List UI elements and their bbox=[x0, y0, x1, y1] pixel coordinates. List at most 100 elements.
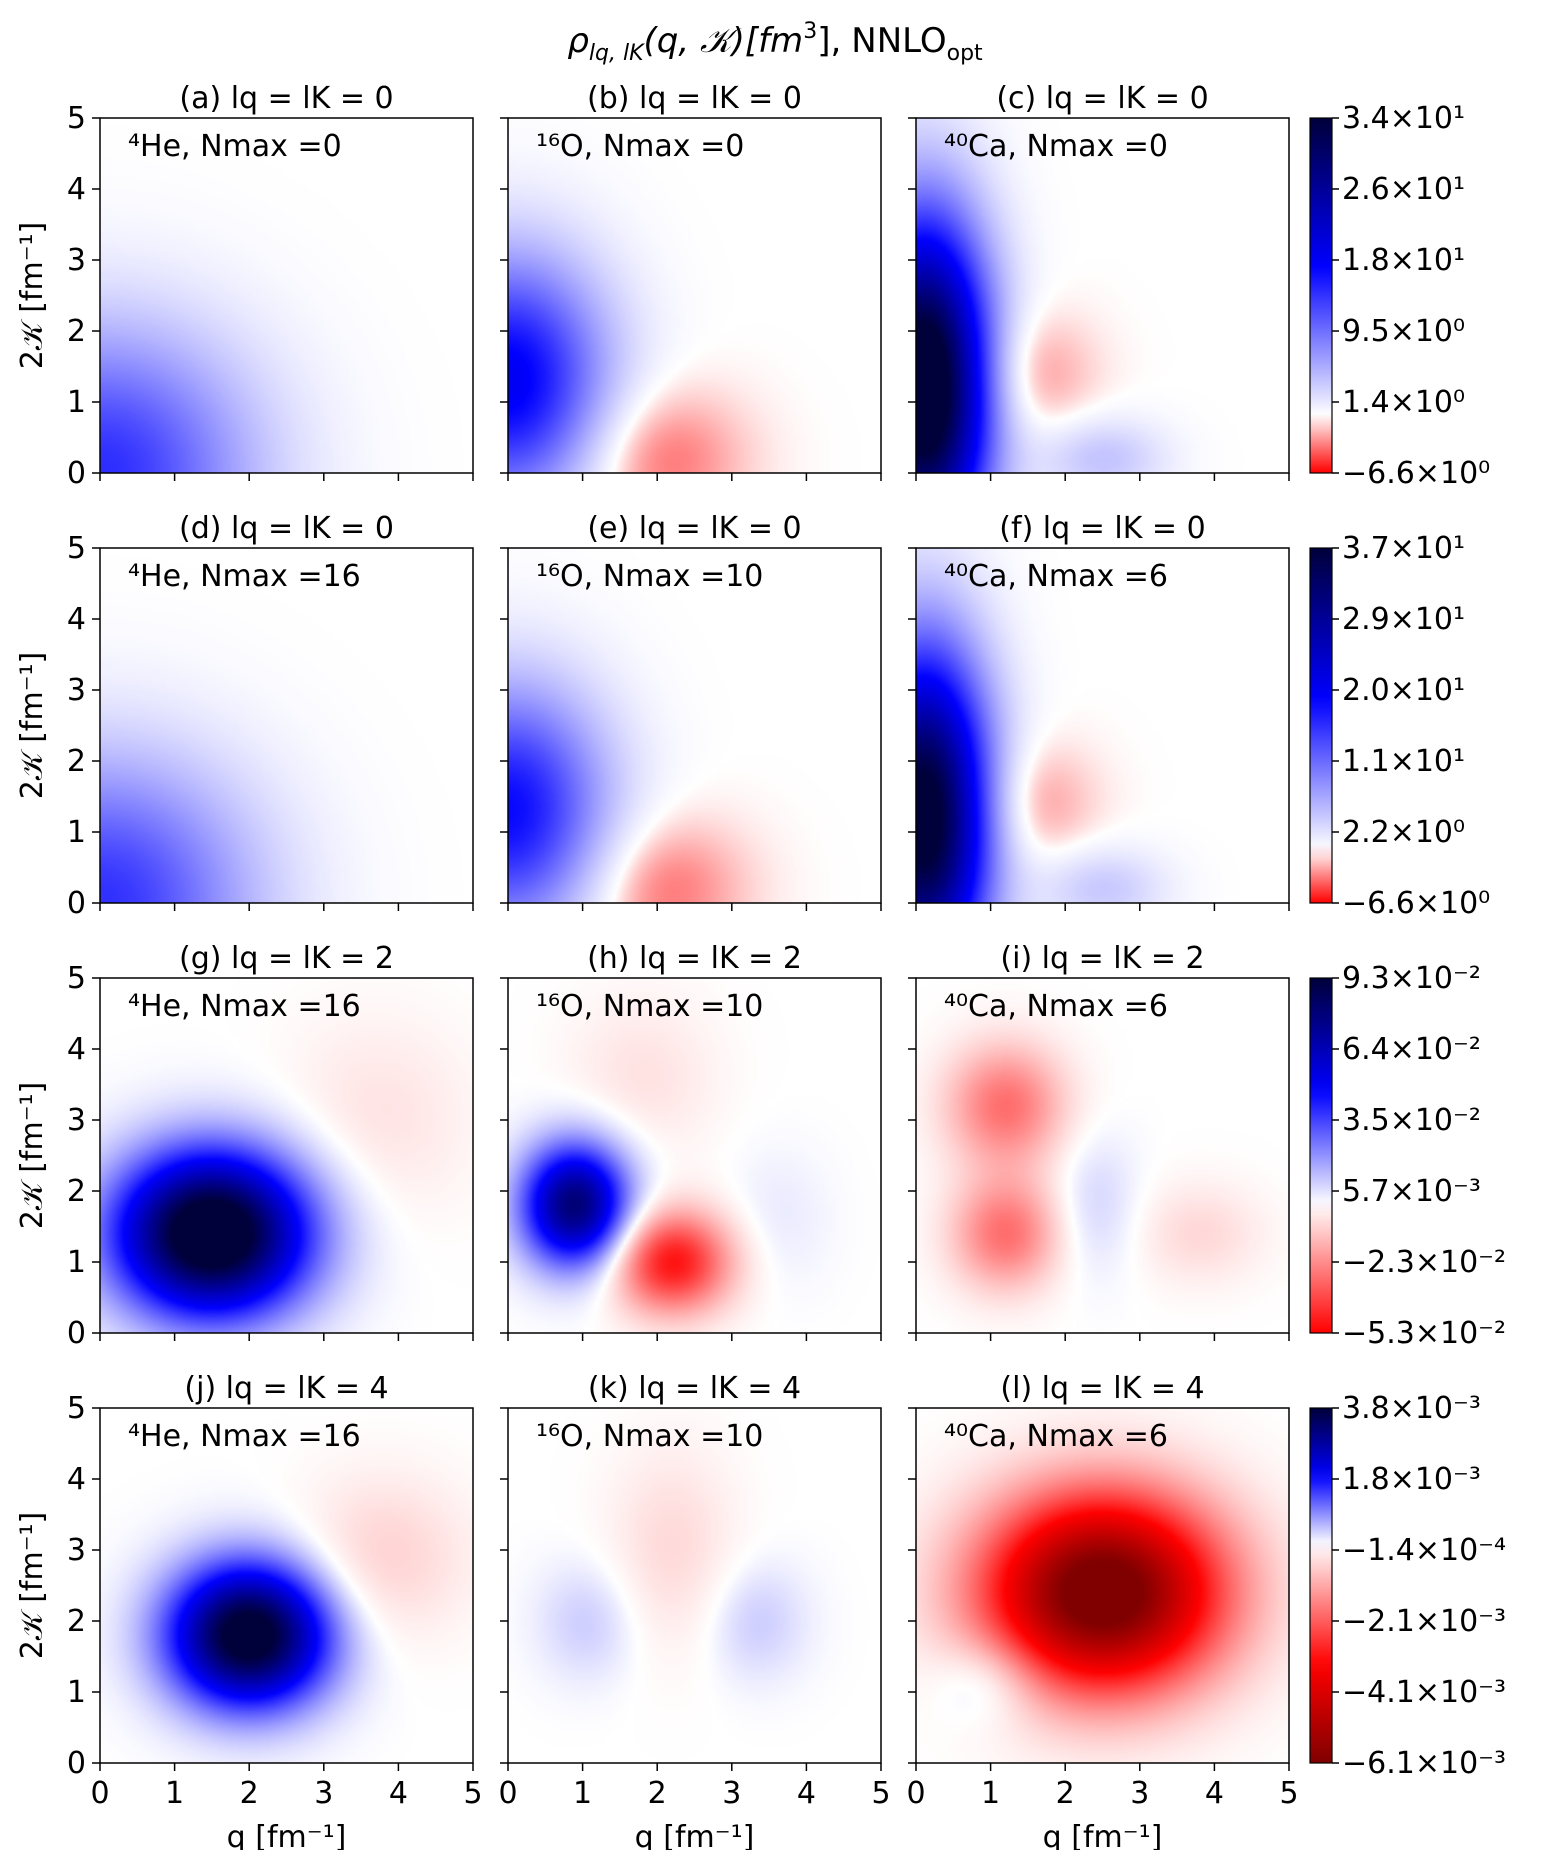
x-tick-label: 3 bbox=[1130, 1776, 1149, 1811]
title-nnlo: NNLO bbox=[851, 21, 946, 61]
y-tick-label: 4 bbox=[67, 602, 86, 637]
heatmap-image bbox=[916, 1408, 1289, 1763]
panel-frame bbox=[99, 1407, 474, 1764]
x-tick-label: 3 bbox=[722, 1776, 741, 1811]
x-tick-label: 1 bbox=[981, 1776, 1000, 1811]
colorbar-tick-label: 2.9×10¹ bbox=[1342, 602, 1465, 637]
panel-title: (k) lq = lK = 4 bbox=[588, 1371, 801, 1406]
y-axis-label: 2𝒦 [fm⁻¹] bbox=[15, 222, 50, 370]
panel-frame bbox=[915, 117, 1290, 474]
panel-e: (e) lq = lK = 0 ¹⁶O, Nmax =10 bbox=[500, 511, 882, 911]
panel-annotation: ⁴⁰Ca, Nmax =6 bbox=[944, 1419, 1168, 1454]
title-rho-sub: lq, lK bbox=[589, 41, 645, 66]
y-tick-label: 3 bbox=[67, 673, 86, 708]
heatmap-image bbox=[508, 548, 881, 903]
panel-annotation: ¹⁶O, Nmax =0 bbox=[536, 129, 744, 164]
panel-title: (f) lq = lK = 0 bbox=[999, 511, 1205, 546]
colorbar bbox=[1309, 547, 1333, 904]
panel-k: 0 1 2 3 4 5 (k) lq = lK = 4 ¹⁶O, Nmax =10 bbox=[498, 1371, 890, 1811]
panel-title: (d) lq = lK = 0 bbox=[179, 511, 394, 546]
colorbar-tick-label: 9.3×10⁻² bbox=[1342, 961, 1481, 996]
panel-a: 0 1 2 3 4 5 (a) lq = lK = 0 ⁴He, Nmax =0 bbox=[67, 81, 474, 491]
y-axis-label: 2𝒦 [fm⁻¹] bbox=[15, 1512, 50, 1660]
y-tick-label: 2 bbox=[67, 1604, 86, 1639]
x-axis-label: q [fm⁻¹] bbox=[635, 1820, 755, 1850]
x-tick-label: 4 bbox=[797, 1776, 816, 1811]
heatmap-image bbox=[916, 978, 1289, 1333]
y-axis-label: 2𝒦 [fm⁻¹] bbox=[15, 1082, 50, 1230]
panel-frame bbox=[507, 117, 882, 474]
colorbar-tick-label: 3.7×10¹ bbox=[1342, 531, 1465, 566]
colorbar-row-1: 3.4×10¹ 2.6×10¹ 1.8×10¹ 9.5×10⁰ 1.4×10⁰ −6.6×… bbox=[1309, 101, 1490, 491]
x-axis-label: q [fm⁻¹] bbox=[1043, 1820, 1163, 1850]
colorbar-tick-label: −6.6×10⁰ bbox=[1342, 456, 1490, 491]
panel-annotation: ⁴He, Nmax =16 bbox=[128, 1419, 361, 1454]
x-tick-label: 0 bbox=[498, 1776, 517, 1811]
panel-frame bbox=[99, 117, 474, 474]
panel-annotation: ¹⁶O, Nmax =10 bbox=[536, 989, 763, 1024]
x-tick-label: 2 bbox=[1056, 1776, 1075, 1811]
heatmap-image bbox=[100, 1408, 473, 1763]
colorbar-row-4: 3.8×10⁻³ 1.8×10⁻³ −1.4×10⁻⁴ −2.1×10⁻³ −4.1×1… bbox=[1309, 1391, 1506, 1781]
colorbar-tick-label: 2.6×10¹ bbox=[1342, 172, 1465, 207]
colorbar-tick-label: 2.0×10¹ bbox=[1342, 673, 1465, 708]
colorbar bbox=[1309, 1407, 1333, 1764]
y-tick-label: 5 bbox=[67, 961, 86, 996]
x-tick-label: 5 bbox=[871, 1776, 890, 1811]
title-sup: 3 bbox=[803, 19, 817, 44]
panel-frame bbox=[915, 1407, 1290, 1764]
colorbar-tick-label: 1.8×10¹ bbox=[1342, 243, 1465, 278]
panel-title: (l) lq = lK = 4 bbox=[1000, 1371, 1204, 1406]
x-tick-label: 1 bbox=[165, 1776, 184, 1811]
panel-f: (f) lq = lK = 0 ⁴⁰Ca, Nmax =6 bbox=[908, 511, 1290, 911]
colorbar-tick-label: 1.1×10¹ bbox=[1342, 744, 1465, 779]
x-tick-label: 4 bbox=[1205, 1776, 1224, 1811]
axis-label-group: 2𝒦 [fm⁻¹] 2𝒦 [fm⁻¹] 2𝒦 [fm⁻¹] 2𝒦 [fm⁻¹] q [f… bbox=[15, 222, 1163, 1855]
colorbar-tick-label: 2.2×10⁰ bbox=[1342, 815, 1465, 850]
y-tick-label: 1 bbox=[67, 1245, 86, 1280]
colorbar-tick-label: 5.7×10⁻³ bbox=[1342, 1174, 1481, 1209]
colorbar-tick-label: −5.3×10⁻² bbox=[1342, 1316, 1506, 1351]
panel-title: (h) lq = lK = 2 bbox=[587, 941, 802, 976]
panel-annotation: ⁴He, Nmax =16 bbox=[128, 989, 361, 1024]
title-close: ], bbox=[817, 21, 841, 61]
panel-grid: 0 1 2 3 4 5 (a) lq = lK = 0 ⁴He, Nmax =0 (b) lq … bbox=[67, 81, 1299, 1811]
colorbar-tick-label: 3.5×10⁻² bbox=[1342, 1103, 1481, 1138]
colorbar bbox=[1309, 117, 1333, 474]
colorbar-tick-label: 1.8×10⁻³ bbox=[1342, 1462, 1481, 1497]
y-tick-label: 4 bbox=[67, 172, 86, 207]
heatmap-image bbox=[100, 548, 473, 903]
colorbar-group: 3.4×10¹ 2.6×10¹ 1.8×10¹ 9.5×10⁰ 1.4×10⁰ −6.6×… bbox=[1309, 101, 1506, 1781]
x-axis-label: q [fm⁻¹] bbox=[227, 1820, 347, 1850]
panel-title: (a) lq = lK = 0 bbox=[179, 81, 393, 116]
y-tick-label: 2 bbox=[67, 314, 86, 349]
panel-i: (i) lq = lK = 2 ⁴⁰Ca, Nmax =6 bbox=[908, 941, 1290, 1341]
y-tick-label: 4 bbox=[67, 1462, 86, 1497]
panel-b: (b) lq = lK = 0 ¹⁶O, Nmax =0 bbox=[500, 81, 882, 481]
y-tick-label: 3 bbox=[67, 243, 86, 278]
heatmap-image bbox=[100, 118, 473, 473]
y-tick-label: 1 bbox=[67, 385, 86, 420]
panel-frame bbox=[507, 547, 882, 904]
x-tick-label: 5 bbox=[463, 1776, 482, 1811]
panel-frame bbox=[99, 977, 474, 1334]
panel-title: (j) lq = lK = 4 bbox=[184, 1371, 388, 1406]
heatmap-image bbox=[508, 118, 881, 473]
panel-c: (c) lq = lK = 0 ⁴⁰Ca, Nmax =0 bbox=[908, 81, 1290, 481]
panel-d: 0 1 2 3 4 5 (d) lq = lK = 0 ⁴He, Nmax =16 bbox=[67, 511, 474, 921]
x-tick-label: 0 bbox=[906, 1776, 925, 1811]
panel-frame bbox=[99, 547, 474, 904]
panel-title: (e) lq = lK = 0 bbox=[587, 511, 801, 546]
y-axis-label: 2𝒦 [fm⁻¹] bbox=[15, 652, 50, 800]
y-tick-label: 0 bbox=[67, 1316, 86, 1351]
x-tick-label: 2 bbox=[648, 1776, 667, 1811]
colorbar-tick-label: −6.1×10⁻³ bbox=[1342, 1746, 1506, 1781]
colorbar-tick-label: −2.1×10⁻³ bbox=[1342, 1604, 1506, 1639]
y-tick-label: 2 bbox=[67, 744, 86, 779]
heatmap-image bbox=[508, 978, 881, 1333]
y-tick-label: 0 bbox=[67, 1746, 86, 1781]
panel-g: 0 1 2 3 4 5 (g) lq = lK = 2 ⁴He, Nmax =16 bbox=[67, 941, 474, 1351]
title-rho: ρ bbox=[567, 21, 589, 61]
panel-frame bbox=[915, 547, 1290, 904]
